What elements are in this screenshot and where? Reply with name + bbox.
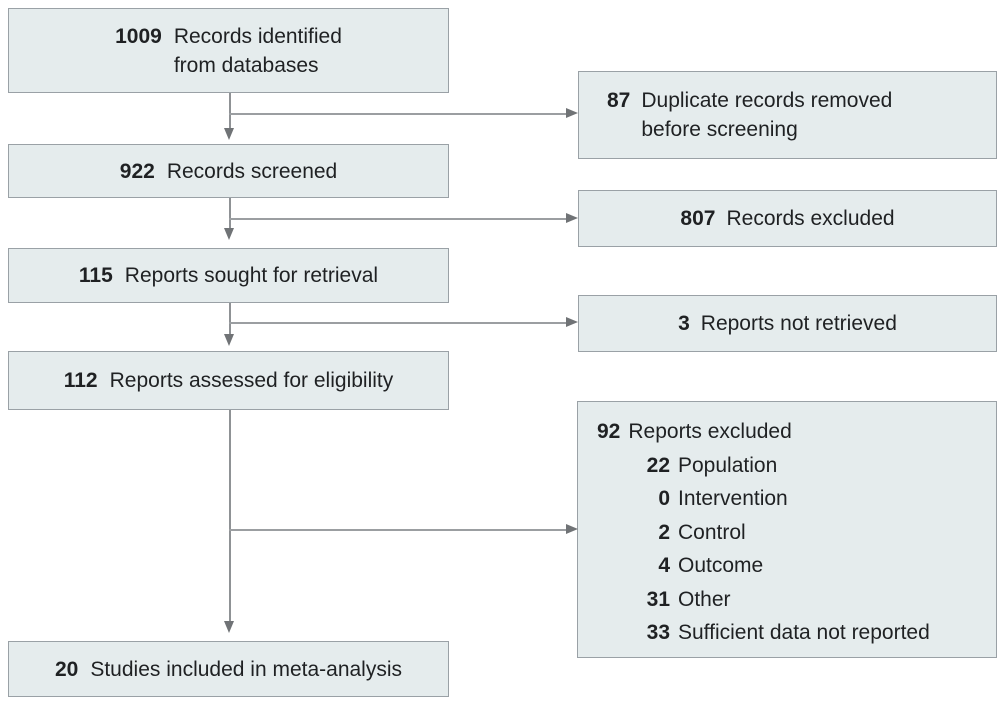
box-reports-excluded: 92 Reports excluded 22 Population 0 Inte… [577, 401, 997, 658]
exclusion-insufficient-data-count: 33 [646, 621, 670, 644]
connector-identified-to-screened [229, 93, 231, 129]
reports-not-retrieved-count: 3 [678, 312, 690, 335]
reports-sought-count: 115 [78, 264, 113, 287]
exclusion-population-count: 22 [646, 453, 670, 477]
records-screened-entry: 922 Records screened [120, 157, 337, 186]
exclusion-intervention-count: 0 [658, 487, 670, 510]
box-studies-included: 20 Studies included in meta-analysis [8, 641, 449, 697]
records-excluded-count: 807 [680, 207, 716, 230]
box-records-screened: 922 Records screened [8, 144, 449, 198]
duplicates-removed-label: Duplicate records removed before screeni… [641, 86, 892, 144]
box-reports-sought: 115 Reports sought for retrieval [8, 248, 449, 303]
arrow-right-icon [566, 524, 578, 534]
branch-to-reports-excluded [229, 529, 566, 531]
records-excluded-entry: 807 Records excluded [680, 204, 894, 233]
branch-to-duplicates-removed [229, 113, 566, 115]
branch-to-reports-not-retrieved [229, 322, 566, 324]
reports-excluded-entry: 92 Reports excluded [597, 415, 792, 449]
reports-excluded-label: Reports excluded [628, 420, 792, 443]
connector-sought-to-assessed [229, 303, 231, 335]
box-records-identified: 1009 Records identified from databases [8, 8, 449, 93]
duplicates-removed-line1: Duplicate records removed [641, 89, 893, 112]
arrow-right-icon [566, 213, 578, 223]
box-reports-not-retrieved: 3 Reports not retrieved [578, 295, 997, 352]
reports-assessed-entry: 112 Reports assessed for eligibility [64, 366, 394, 395]
exclusion-other-label: Other [678, 587, 731, 611]
arrow-down-icon [224, 334, 234, 346]
box-reports-assessed: 112 Reports assessed for eligibility [8, 351, 449, 410]
records-screened-label: Records screened [166, 159, 338, 183]
studies-included-entry: 20 Studies included in meta-analysis [55, 655, 402, 684]
box-duplicates-removed: 87 Duplicate records removed before scre… [578, 71, 997, 159]
duplicates-removed-line2: before screening [641, 118, 798, 141]
reports-not-retrieved-entry: 3 Reports not retrieved [678, 309, 897, 338]
studies-included-label: Studies included in meta-analysis [90, 657, 403, 681]
records-identified-line1: Records identified [173, 24, 342, 48]
duplicates-removed-entry: 87 Duplicate records removed before scre… [607, 86, 892, 144]
reports-assessed-label: Reports assessed for eligibility [109, 369, 394, 392]
box-records-excluded: 807 Records excluded [578, 190, 997, 247]
arrow-right-icon [566, 108, 578, 118]
records-screened-count: 922 [119, 159, 155, 183]
records-identified-label: Records identified from databases [174, 22, 342, 80]
reports-assessed-count: 112 [63, 369, 98, 392]
exclusion-reason-list: 22 Population 0 Intervention 2 Control 4… [597, 449, 930, 650]
exclusion-outcome-label: Outcome [678, 554, 764, 577]
exclusion-other-count: 31 [646, 587, 670, 611]
records-identified-entry: 1009 Records identified from databases [115, 22, 342, 80]
exclusion-control-label: Control [678, 520, 746, 544]
records-identified-line2: from databases [173, 53, 319, 77]
connector-screened-to-sought [229, 198, 231, 229]
reports-not-retrieved-label: Reports not retrieved [700, 312, 897, 335]
arrow-down-icon [224, 228, 234, 240]
exclusion-intervention-label: Intervention [678, 487, 788, 510]
studies-included-count: 20 [54, 657, 79, 681]
arrow-right-icon [566, 317, 578, 327]
records-excluded-label: Records excluded [726, 207, 895, 230]
reports-sought-label: Reports sought for retrieval [124, 264, 379, 287]
records-identified-count: 1009 [115, 24, 162, 48]
exclusion-insufficient-data-label: Sufficient data not reported [678, 621, 930, 644]
exclusion-outcome-count: 4 [658, 554, 670, 577]
arrow-down-icon [224, 621, 234, 633]
reports-sought-entry: 115 Reports sought for retrieval [79, 261, 378, 290]
exclusion-population-label: Population [678, 453, 778, 477]
branch-to-records-excluded [229, 218, 566, 220]
connector-assessed-to-included [229, 410, 231, 622]
exclusion-control-count: 2 [658, 520, 670, 544]
duplicates-removed-count: 87 [607, 89, 631, 112]
reports-excluded-count: 92 [597, 420, 621, 443]
arrow-down-icon [224, 128, 234, 140]
